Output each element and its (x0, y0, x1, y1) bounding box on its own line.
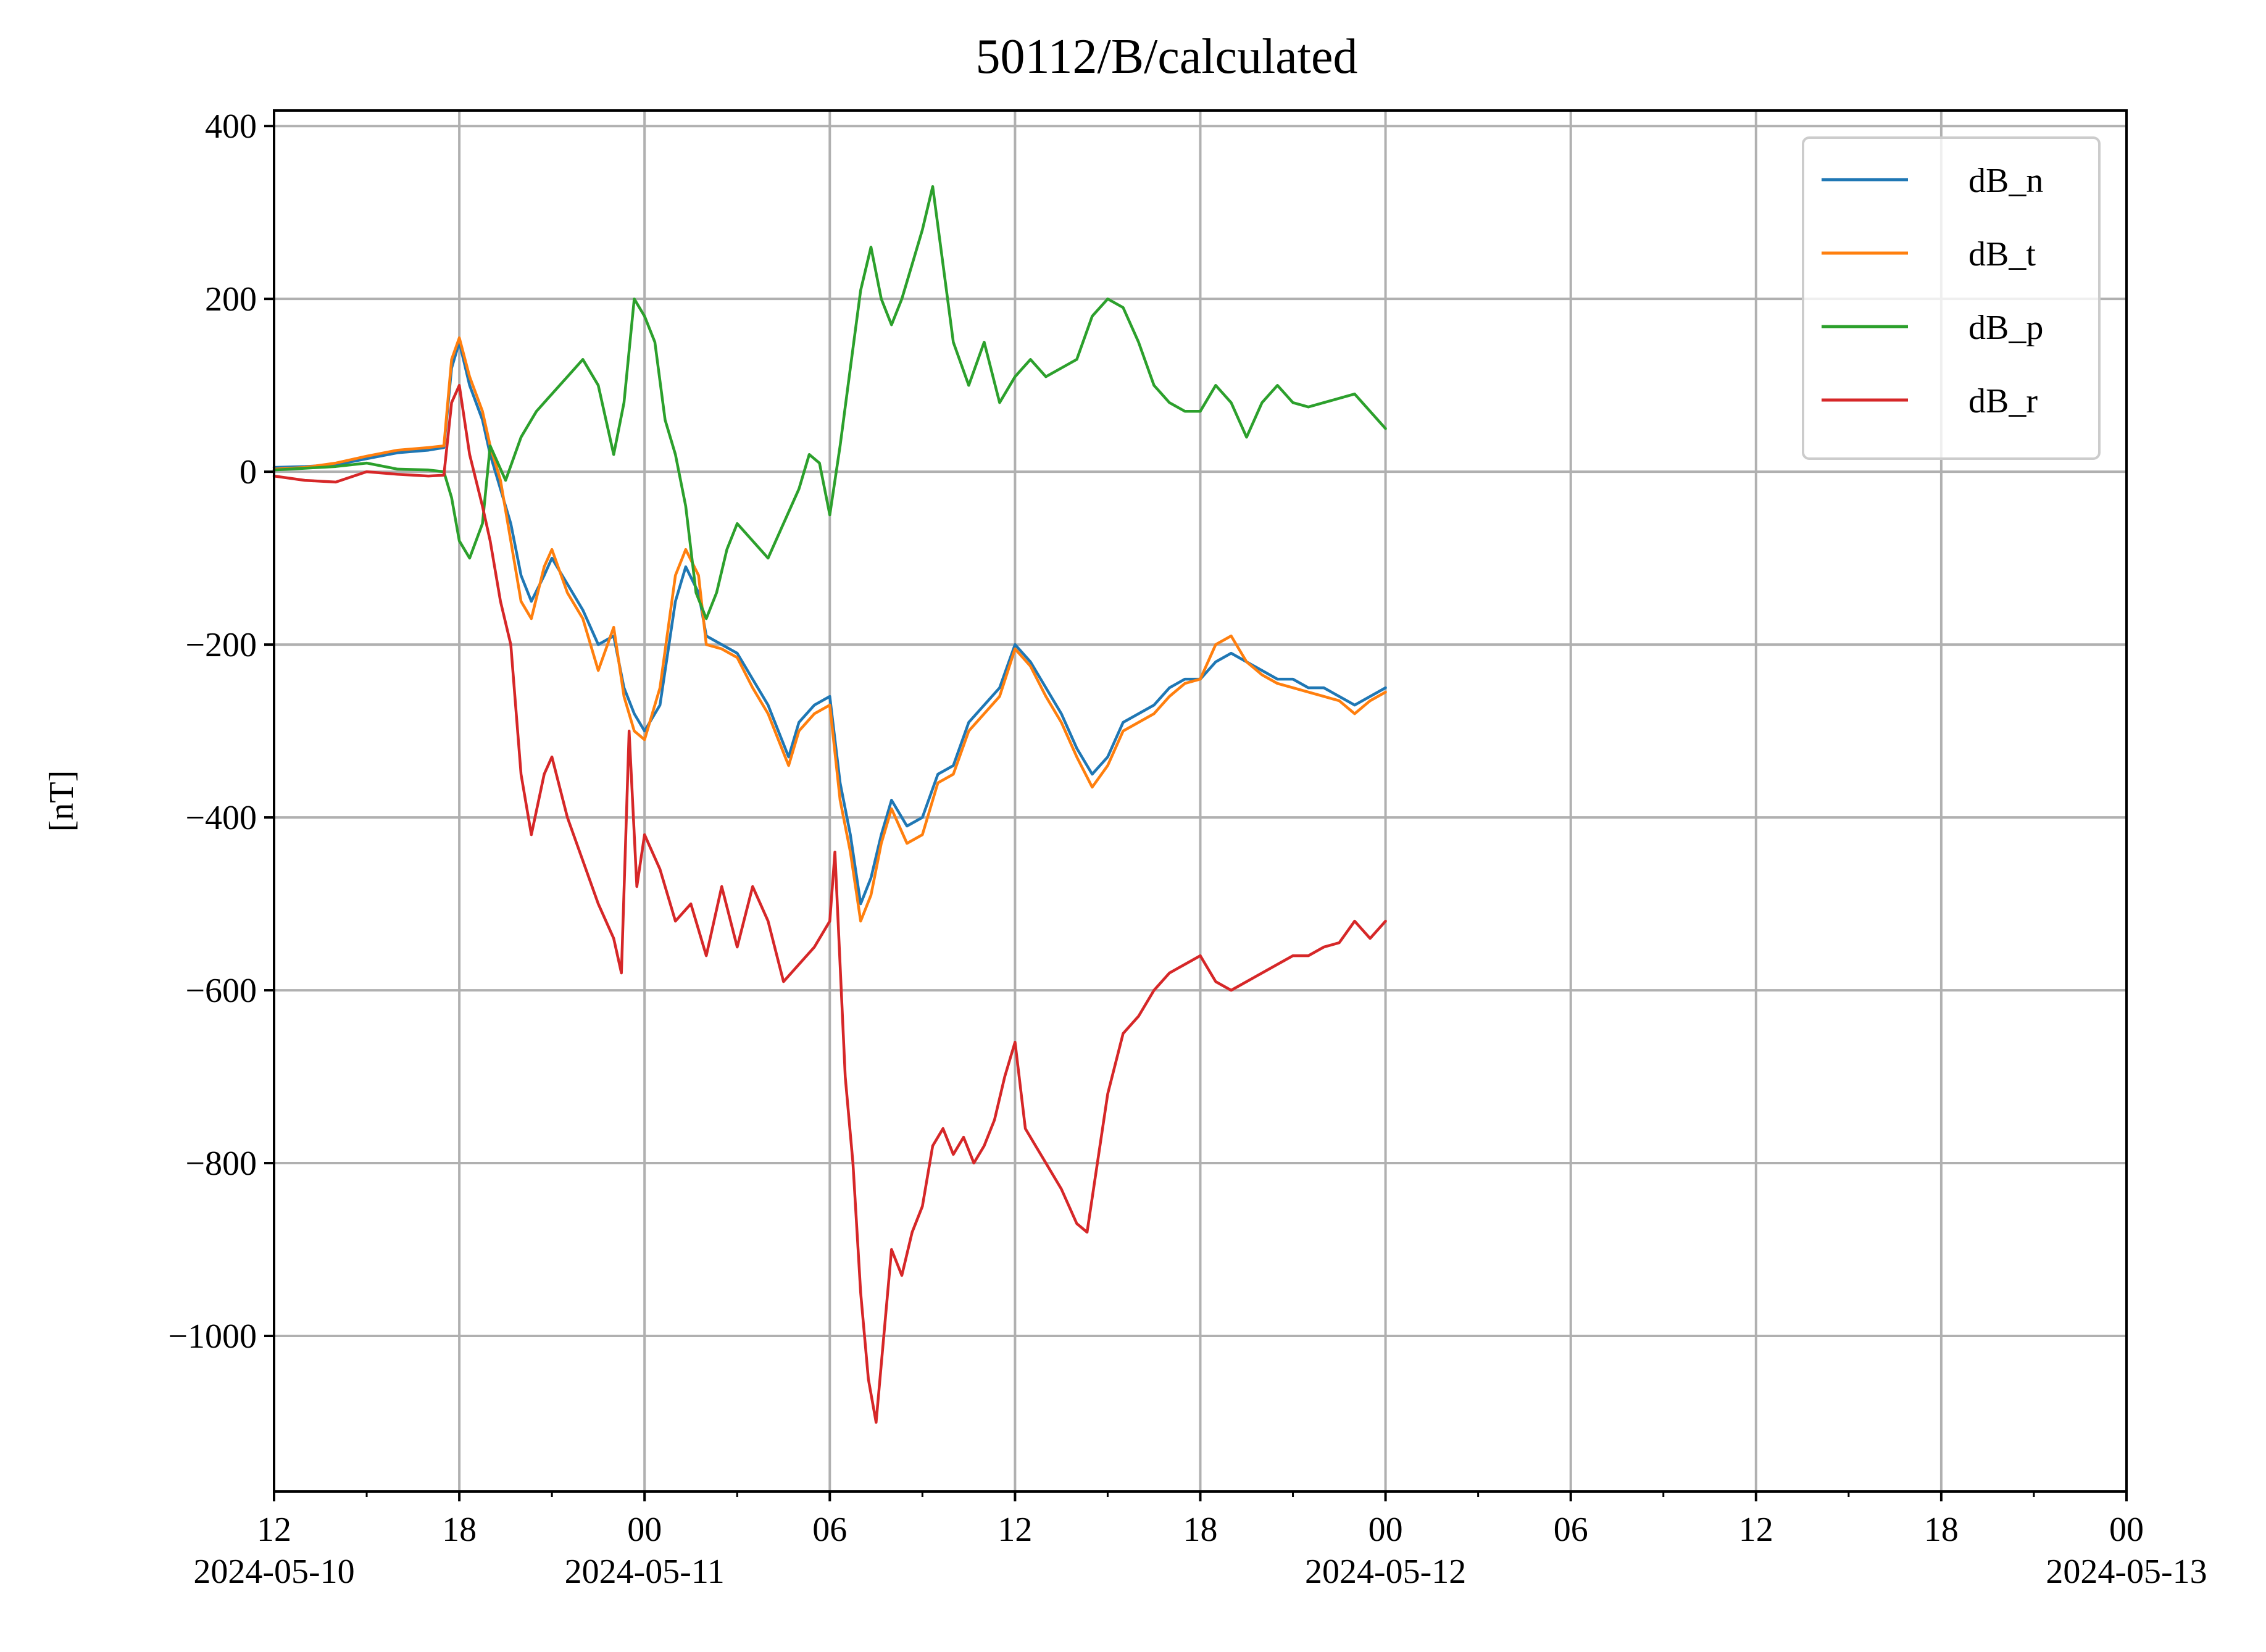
x-tick-label: 18 (1924, 1511, 1959, 1549)
x-tick-date-label: 2024-05-11 (565, 1553, 725, 1591)
y-tick-label: −200 (185, 626, 257, 664)
y-tick-label: −800 (185, 1145, 257, 1183)
legend-label: dB_r (1968, 382, 2038, 420)
y-tick-label: 400 (205, 107, 257, 146)
y-tick-label: −1000 (168, 1317, 257, 1356)
x-tick-label: 00 (2109, 1511, 2144, 1549)
x-tick-label: 12 (1739, 1511, 1773, 1549)
x-axis: 12 2024-05-10 18 00 2024-05-11 06 12 18 00 2024-0… (193, 1491, 2207, 1591)
legend-label: dB_t (1968, 235, 2036, 273)
x-tick-label: 00 (1368, 1511, 1403, 1549)
x-tick-label: 06 (812, 1511, 847, 1549)
legend-label: dB_p (1968, 309, 2043, 347)
x-tick-date-label: 2024-05-13 (2046, 1553, 2207, 1591)
y-tick-label: −400 (185, 799, 257, 837)
y-axis: 400 200 0 −200 −400 −600 −800 −1000 (168, 107, 274, 1356)
legend-label: dB_n (1968, 162, 2043, 200)
chart-title: 50112/B/calculated (975, 30, 1357, 84)
legend: dB_n dB_t dB_p dB_r (1802, 136, 2101, 460)
y-tick-label: −600 (185, 972, 257, 1010)
series-line-db-n (272, 340, 1387, 906)
series-line-db-t (272, 336, 1387, 923)
x-tick-label: 12 (257, 1511, 291, 1549)
x-tick-date-label: 2024-05-12 (1305, 1553, 1466, 1591)
y-tick-label: 200 (205, 280, 257, 319)
x-tick-label: 00 (627, 1511, 662, 1549)
series-line-db-r (272, 383, 1387, 1424)
x-tick-label: 18 (1183, 1511, 1218, 1549)
x-tick-label: 06 (1554, 1511, 1588, 1549)
series-layer (272, 185, 1387, 1424)
y-axis-label: [nT] (43, 770, 81, 832)
series-line-db-p (272, 185, 1387, 620)
x-tick-label: 12 (998, 1511, 1032, 1549)
x-tick-date-label: 2024-05-10 (193, 1553, 354, 1591)
legend-box (1802, 136, 2101, 460)
y-tick-label: 0 (240, 453, 257, 491)
x-tick-label: 18 (442, 1511, 477, 1549)
